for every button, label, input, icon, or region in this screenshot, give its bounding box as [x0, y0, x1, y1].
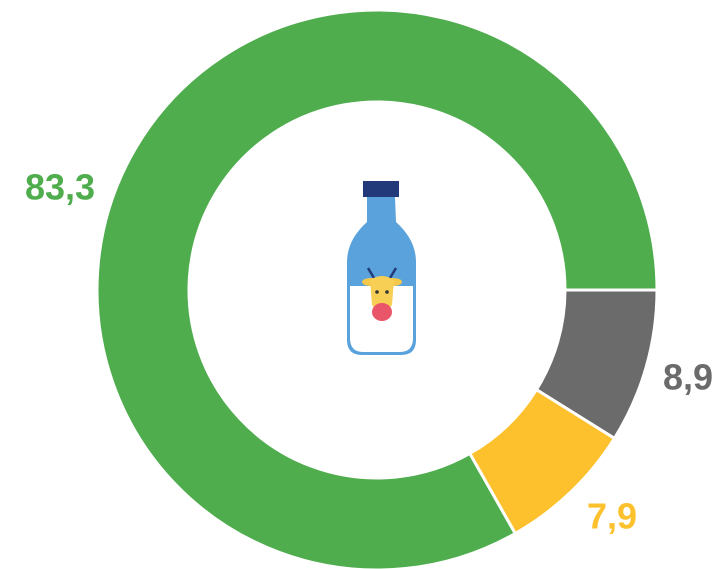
data-label: 8,9 [663, 357, 713, 398]
milk-bottle-icon [347, 181, 416, 355]
data-label: 83,3 [25, 167, 95, 208]
donut-segment [95, 8, 659, 569]
data-label: 7,9 [587, 496, 637, 537]
